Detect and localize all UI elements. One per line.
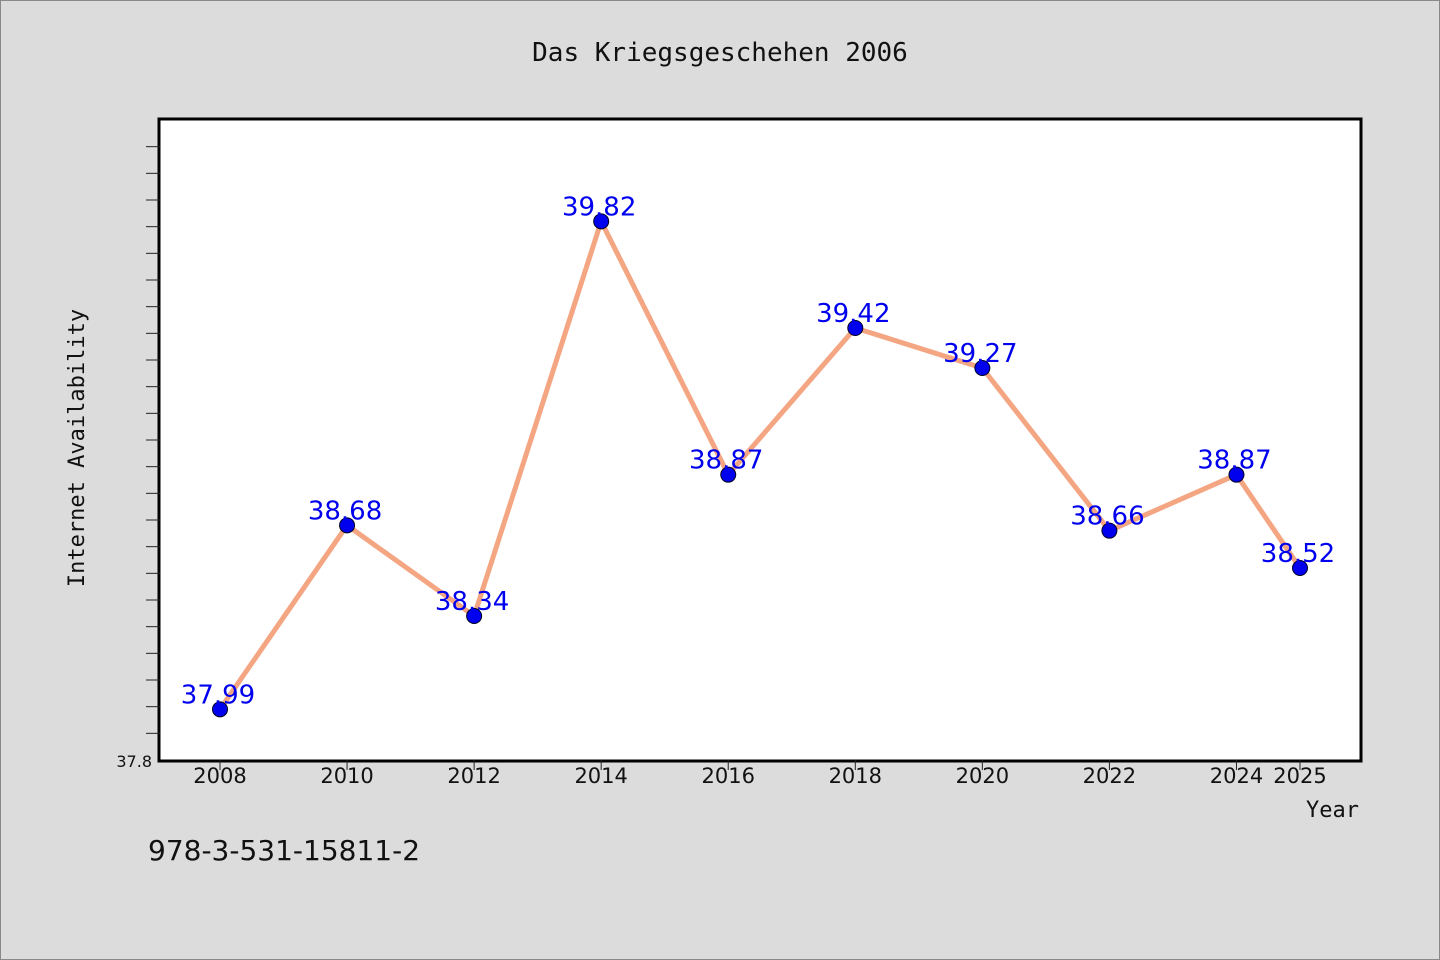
x-axis-ticks	[219, 760, 1301, 770]
data-point	[212, 701, 228, 718]
data-label: 37.99	[181, 680, 255, 710]
x-tick-label: 2010	[320, 764, 373, 788]
data-point	[974, 360, 991, 376]
data-label: 38.34	[435, 587, 509, 617]
data-point	[847, 320, 864, 336]
x-tick-label: 2025	[1273, 764, 1326, 788]
x-tick-label: 2012	[447, 764, 500, 788]
data-label: 38.87	[689, 446, 763, 476]
y-axis-ticks	[146, 146, 160, 734]
data-label: 39.82	[562, 192, 636, 222]
data-point	[466, 608, 483, 624]
x-axis-tick-labels: 2008 2010 2012 2014 2016 2018 2020 2022 2024 2025	[193, 764, 1326, 788]
data-label: 39.42	[816, 299, 890, 329]
data-label: 38.68	[308, 496, 382, 526]
chart-title: Das Kriegsgeschehen 2006	[532, 38, 908, 68]
x-tick-label: 2018	[829, 764, 882, 788]
data-labels: 37.99 38.68 38.34 39.82 38.87 39.42 39.27 38.66…	[181, 192, 1335, 710]
data-label: 38.87	[1197, 446, 1271, 476]
data-label: 39.27	[943, 339, 1017, 369]
x-tick-label: 2016	[702, 764, 755, 788]
data-point	[593, 213, 610, 230]
data-label: 38.52	[1261, 539, 1335, 569]
y-axis-min-label: 37.8	[116, 752, 152, 771]
data-point	[720, 466, 737, 483]
x-axis-label: Year	[1306, 798, 1359, 823]
x-tick-label: 2008	[193, 764, 246, 788]
data-point	[1292, 560, 1308, 576]
data-point	[1228, 466, 1245, 483]
x-tick-label: 2014	[574, 764, 627, 788]
data-markers	[212, 213, 1308, 718]
data-point	[339, 517, 356, 534]
data-point	[1101, 522, 1118, 539]
x-tick-label: 2022	[1083, 764, 1136, 788]
x-tick-label: 2024	[1210, 764, 1263, 788]
footer-code: 978-3-531-15811-2	[148, 834, 421, 867]
data-label: 38.66	[1070, 502, 1144, 532]
x-tick-label: 2020	[956, 764, 1009, 788]
y-axis-label: Internet Availability	[65, 309, 90, 587]
series-line	[217, 218, 1303, 711]
